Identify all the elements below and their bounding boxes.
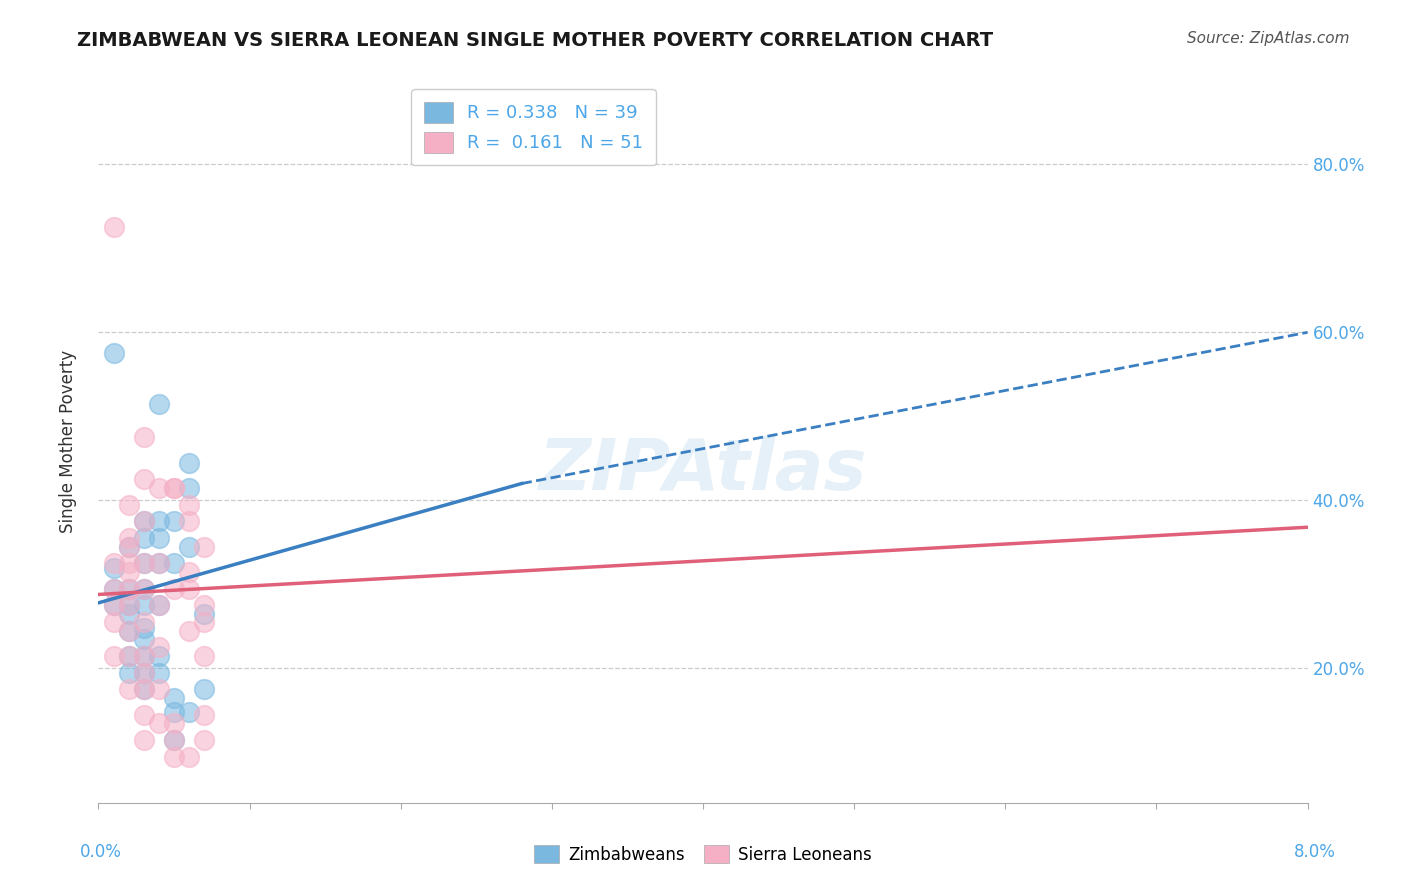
Point: [132, 514, 155, 528]
Point: [148, 648, 170, 663]
Point: [179, 749, 201, 764]
Point: [163, 732, 186, 747]
Point: [148, 716, 170, 731]
Point: [193, 607, 215, 621]
Point: [163, 481, 186, 495]
Point: [179, 481, 201, 495]
Legend: Zimbabweans, Sierra Leoneans: Zimbabweans, Sierra Leoneans: [527, 838, 879, 871]
Point: [193, 707, 215, 722]
Point: [148, 481, 170, 495]
Point: [103, 220, 125, 235]
Point: [148, 531, 170, 545]
Point: [118, 540, 141, 554]
Point: [179, 582, 201, 596]
Point: [163, 514, 186, 528]
Point: [118, 565, 141, 579]
Point: [163, 557, 186, 571]
Point: [118, 540, 141, 554]
Point: [118, 599, 141, 613]
Point: [132, 707, 155, 722]
Point: [148, 599, 170, 613]
Point: [163, 732, 186, 747]
Point: [148, 682, 170, 697]
Point: [132, 621, 155, 635]
Point: [118, 599, 141, 613]
Point: [132, 557, 155, 571]
Point: [132, 514, 155, 528]
Point: [193, 615, 215, 630]
Point: [118, 665, 141, 680]
Point: [179, 498, 201, 512]
Point: [148, 557, 170, 571]
Point: [148, 665, 170, 680]
Point: [163, 582, 186, 596]
Point: [132, 648, 155, 663]
Point: [193, 648, 215, 663]
Point: [118, 582, 141, 596]
Point: [179, 705, 201, 719]
Point: [132, 531, 155, 545]
Point: [103, 582, 125, 596]
Point: [132, 732, 155, 747]
Point: [118, 682, 141, 697]
Point: [132, 615, 155, 630]
Point: [103, 599, 125, 613]
Point: [179, 565, 201, 579]
Point: [132, 682, 155, 697]
Point: [193, 682, 215, 697]
Text: 8.0%: 8.0%: [1294, 843, 1336, 861]
Point: [132, 557, 155, 571]
Point: [103, 615, 125, 630]
Point: [118, 557, 141, 571]
Point: [179, 514, 201, 528]
Point: [148, 599, 170, 613]
Point: [118, 607, 141, 621]
Point: [163, 690, 186, 705]
Point: [132, 665, 155, 680]
Text: ZIMBABWEAN VS SIERRA LEONEAN SINGLE MOTHER POVERTY CORRELATION CHART: ZIMBABWEAN VS SIERRA LEONEAN SINGLE MOTH…: [77, 31, 994, 50]
Point: [132, 648, 155, 663]
Point: [148, 640, 170, 655]
Point: [132, 582, 155, 596]
Point: [118, 582, 141, 596]
Point: [148, 514, 170, 528]
Point: [132, 665, 155, 680]
Point: [103, 346, 125, 360]
Point: [118, 624, 141, 638]
Point: [179, 624, 201, 638]
Legend: R = 0.338   N = 39, R =  0.161   N = 51: R = 0.338 N = 39, R = 0.161 N = 51: [412, 89, 657, 165]
Point: [179, 540, 201, 554]
Point: [163, 481, 186, 495]
Y-axis label: Single Mother Poverty: Single Mother Poverty: [59, 350, 77, 533]
Point: [132, 599, 155, 613]
Point: [103, 599, 125, 613]
Point: [193, 732, 215, 747]
Point: [132, 582, 155, 596]
Text: 0.0%: 0.0%: [80, 843, 122, 861]
Point: [118, 648, 141, 663]
Point: [193, 540, 215, 554]
Point: [163, 716, 186, 731]
Point: [118, 531, 141, 545]
Text: Source: ZipAtlas.com: Source: ZipAtlas.com: [1187, 31, 1350, 46]
Point: [148, 557, 170, 571]
Point: [163, 749, 186, 764]
Point: [103, 582, 125, 596]
Point: [163, 705, 186, 719]
Point: [132, 430, 155, 444]
Point: [148, 397, 170, 411]
Point: [179, 456, 201, 470]
Point: [103, 560, 125, 574]
Point: [118, 624, 141, 638]
Text: ZIPAtlas: ZIPAtlas: [538, 436, 868, 505]
Point: [132, 682, 155, 697]
Point: [132, 472, 155, 486]
Point: [193, 599, 215, 613]
Point: [103, 648, 125, 663]
Point: [103, 557, 125, 571]
Point: [118, 648, 141, 663]
Point: [132, 632, 155, 646]
Point: [118, 498, 141, 512]
